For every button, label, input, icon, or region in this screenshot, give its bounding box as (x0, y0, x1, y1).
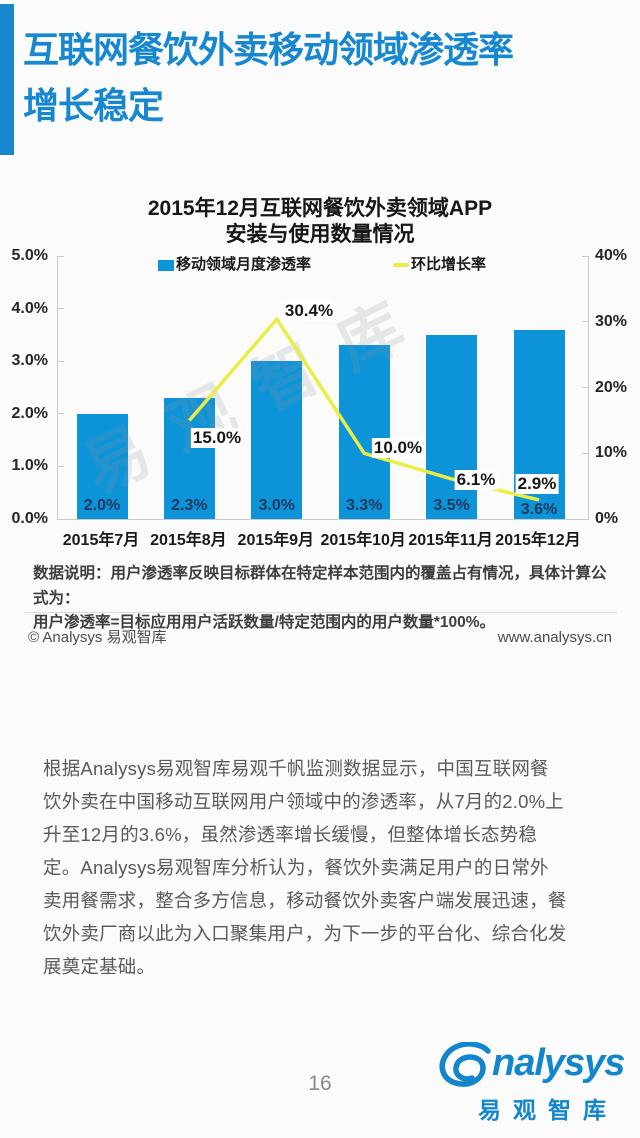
copyright: © Analysys 易观智库 (28, 629, 167, 646)
chart-title-line1: 2015年12月互联网餐饮外卖领域APP (147, 197, 493, 220)
paragraph-line: 饮外卖厂商以此为入口聚集用户，为下一步的平台化、综合化发 (43, 923, 567, 944)
left-tick-mark (58, 308, 64, 310)
y-axis-label-left: 1.0% (11, 457, 48, 475)
bar-column (76, 414, 128, 519)
data-note-line2: 用户渗透率=目标应用用户活跃数量/特定范围内的用户数量*100%。 (33, 614, 496, 631)
title-accent-bar (0, 4, 14, 155)
data-note: 数据说明：用户渗透率反映目标群体在特定样本范围内的覆盖占有情况，具体计算公式为：… (33, 562, 617, 636)
left-tick-mark (58, 255, 64, 257)
x-axis-label: 2015年12月 (495, 532, 581, 549)
x-axis-label: 2015年10月 (320, 532, 406, 549)
y-axis-label-right: 10% (595, 444, 628, 462)
paragraph-line: 卖用餐需求，整合多方信息，移动餐饮外卖客户端发展迅速，餐 (43, 890, 567, 911)
y-axis-label-right: 40% (595, 247, 628, 264)
page-title: 互联网餐饮外卖移动领域渗透率 增长稳定 (23, 22, 623, 134)
left-tick-mark (58, 360, 64, 362)
left-tick-mark (58, 465, 64, 467)
page-number: 16 (308, 1072, 332, 1095)
divider (25, 612, 617, 613)
bar-column (338, 345, 390, 519)
right-tick-mark (582, 452, 588, 454)
left-tick-mark (58, 518, 64, 520)
logo-chinese-text: 易观智库 (478, 1097, 618, 1123)
y-axis-label-right: 20% (595, 378, 628, 396)
paragraph-line: 展奠定基础。 (43, 956, 156, 977)
right-tick-mark (582, 518, 588, 520)
bar-value-label: 3.0% (258, 497, 296, 514)
bar-value-label: 2.3% (171, 497, 208, 514)
line-legend-swatch-icon (393, 263, 409, 267)
y-axis-label-right: 0% (595, 510, 619, 527)
x-axis-label: 2015年7月 (62, 532, 140, 549)
chart-title-line2: 安装与使用数量情况 (225, 223, 415, 246)
x-axis-label: 2015年8月 (150, 532, 227, 549)
logo-brand-text: nalysys (492, 1042, 625, 1084)
y-axis-label-left: 3.0% (11, 352, 48, 370)
legend-item-growth: 环比增长率 (393, 256, 486, 276)
right-tick-mark (582, 255, 588, 257)
bar-value-label: 3.3% (345, 497, 383, 514)
paragraph-line: 根据Analysys易观智库易观千帆监测数据显示，中国互联网餐 (43, 758, 549, 779)
y-axis-label-left: 4.0% (11, 299, 48, 317)
paragraph-line: 饮外卖在中国移动互联网用户领域中的渗透率，从7月的2.0%上 (43, 791, 564, 812)
analysis-paragraph: 根据Analysys易观智库易观千帆监测数据显示，中国互联网餐 饮外卖在中国移动互… (43, 752, 603, 983)
line-point-label: 2.9% (515, 474, 559, 494)
line-point-label: 10.0% (371, 438, 425, 458)
y-axis-label-left: 0.0% (11, 510, 48, 527)
growth-line (188, 317, 540, 502)
line-point-label: 6.1% (454, 470, 498, 490)
bar-legend-swatch-icon (158, 260, 174, 271)
paragraph-line: 定。Analysys易观智库分析认为，餐饮外卖满足用户的日常外 (43, 857, 549, 878)
bar-value-label: 2.0% (83, 497, 121, 514)
right-tick-mark (582, 321, 588, 323)
bar-value-label: 3.5% (433, 497, 470, 514)
y-axis-label-left: 5.0% (11, 247, 48, 264)
x-axis-label: 2015年9月 (237, 532, 315, 549)
right-tick-mark (582, 387, 588, 388)
website-link: www.analysys.cn (497, 629, 612, 646)
plot-area: 易观智库 2.0% 2.3% 3.0% 3.3% 3.5% 3.6% 15.0% 30.4% 1… (57, 255, 589, 520)
y-axis-label-right: 30% (595, 312, 628, 330)
line-point-label: 30.4% (282, 301, 336, 321)
line-point-label: 15.0% (190, 428, 244, 448)
x-axis-label: 2015年11月 (408, 532, 493, 549)
page-title-line1: 互联网餐饮外卖移动领域渗透率 (23, 29, 514, 70)
page-title-line2: 增长稳定 (23, 85, 164, 126)
legend-item-penetration: 移动领域月度渗透率 (158, 256, 311, 276)
left-tick-mark (58, 413, 64, 415)
legend-label-growth: 环比增长率 (411, 256, 487, 273)
logo-swirl-a-icon (439, 1041, 491, 1087)
bar-column (251, 361, 303, 519)
chart-title: 2015年12月互联网餐饮外卖领域APP 安装与使用数量情况 (0, 196, 640, 248)
legend-label-penetration: 移动领域月度渗透率 (176, 256, 312, 273)
bar-value-label: 3.6% (520, 501, 558, 518)
paragraph-line: 升至12月的3.6%，虽然渗透率增长缓慢，但整体增长态势稳 (43, 824, 538, 845)
analysys-logo: nalysys 易观智库 (438, 1040, 628, 1123)
y-axis-label-left: 2.0% (11, 404, 48, 422)
data-note-line1: 数据说明：用户渗透率反映目标群体在特定样本范围内的覆盖占有情况，具体计算公式为： (33, 565, 607, 607)
